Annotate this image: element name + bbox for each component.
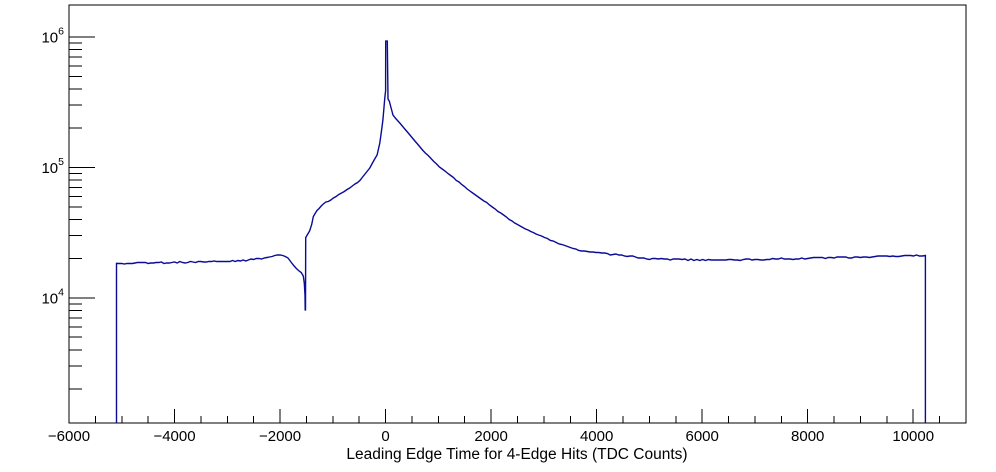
y-tick-label: 105: [41, 156, 64, 177]
x-tick-label: 0: [381, 428, 389, 445]
x-axis-tick-labels: −6000 −4000 −2000 0 2000 4000 6000 8000 10000: [48, 428, 934, 445]
plot-frame: [68, 4, 967, 424]
y-axis-ticks: [69, 36, 95, 390]
x-tick-label: −2000: [259, 428, 301, 445]
x-tick-label: 6000: [685, 428, 718, 445]
y-tick-label: 104: [41, 286, 64, 307]
histogram-curve-group: [115, 40, 927, 423]
x-tick-label: −4000: [153, 428, 195, 445]
y-axis-tick-labels: 104 105 106: [41, 26, 64, 308]
histogram-curve: [115, 40, 927, 423]
x-tick-label: −6000: [48, 428, 90, 445]
x-tick-label: 8000: [791, 428, 824, 445]
y-tick-label: 106: [41, 26, 64, 47]
x-axis-title: Leading Edge Time for 4-Edge Hits (TDC C…: [346, 446, 687, 463]
x-tick-label: 2000: [474, 428, 507, 445]
x-tick-label: 10000: [892, 428, 934, 445]
x-axis-ticks: [68, 409, 967, 423]
x-tick-label: 4000: [580, 428, 613, 445]
